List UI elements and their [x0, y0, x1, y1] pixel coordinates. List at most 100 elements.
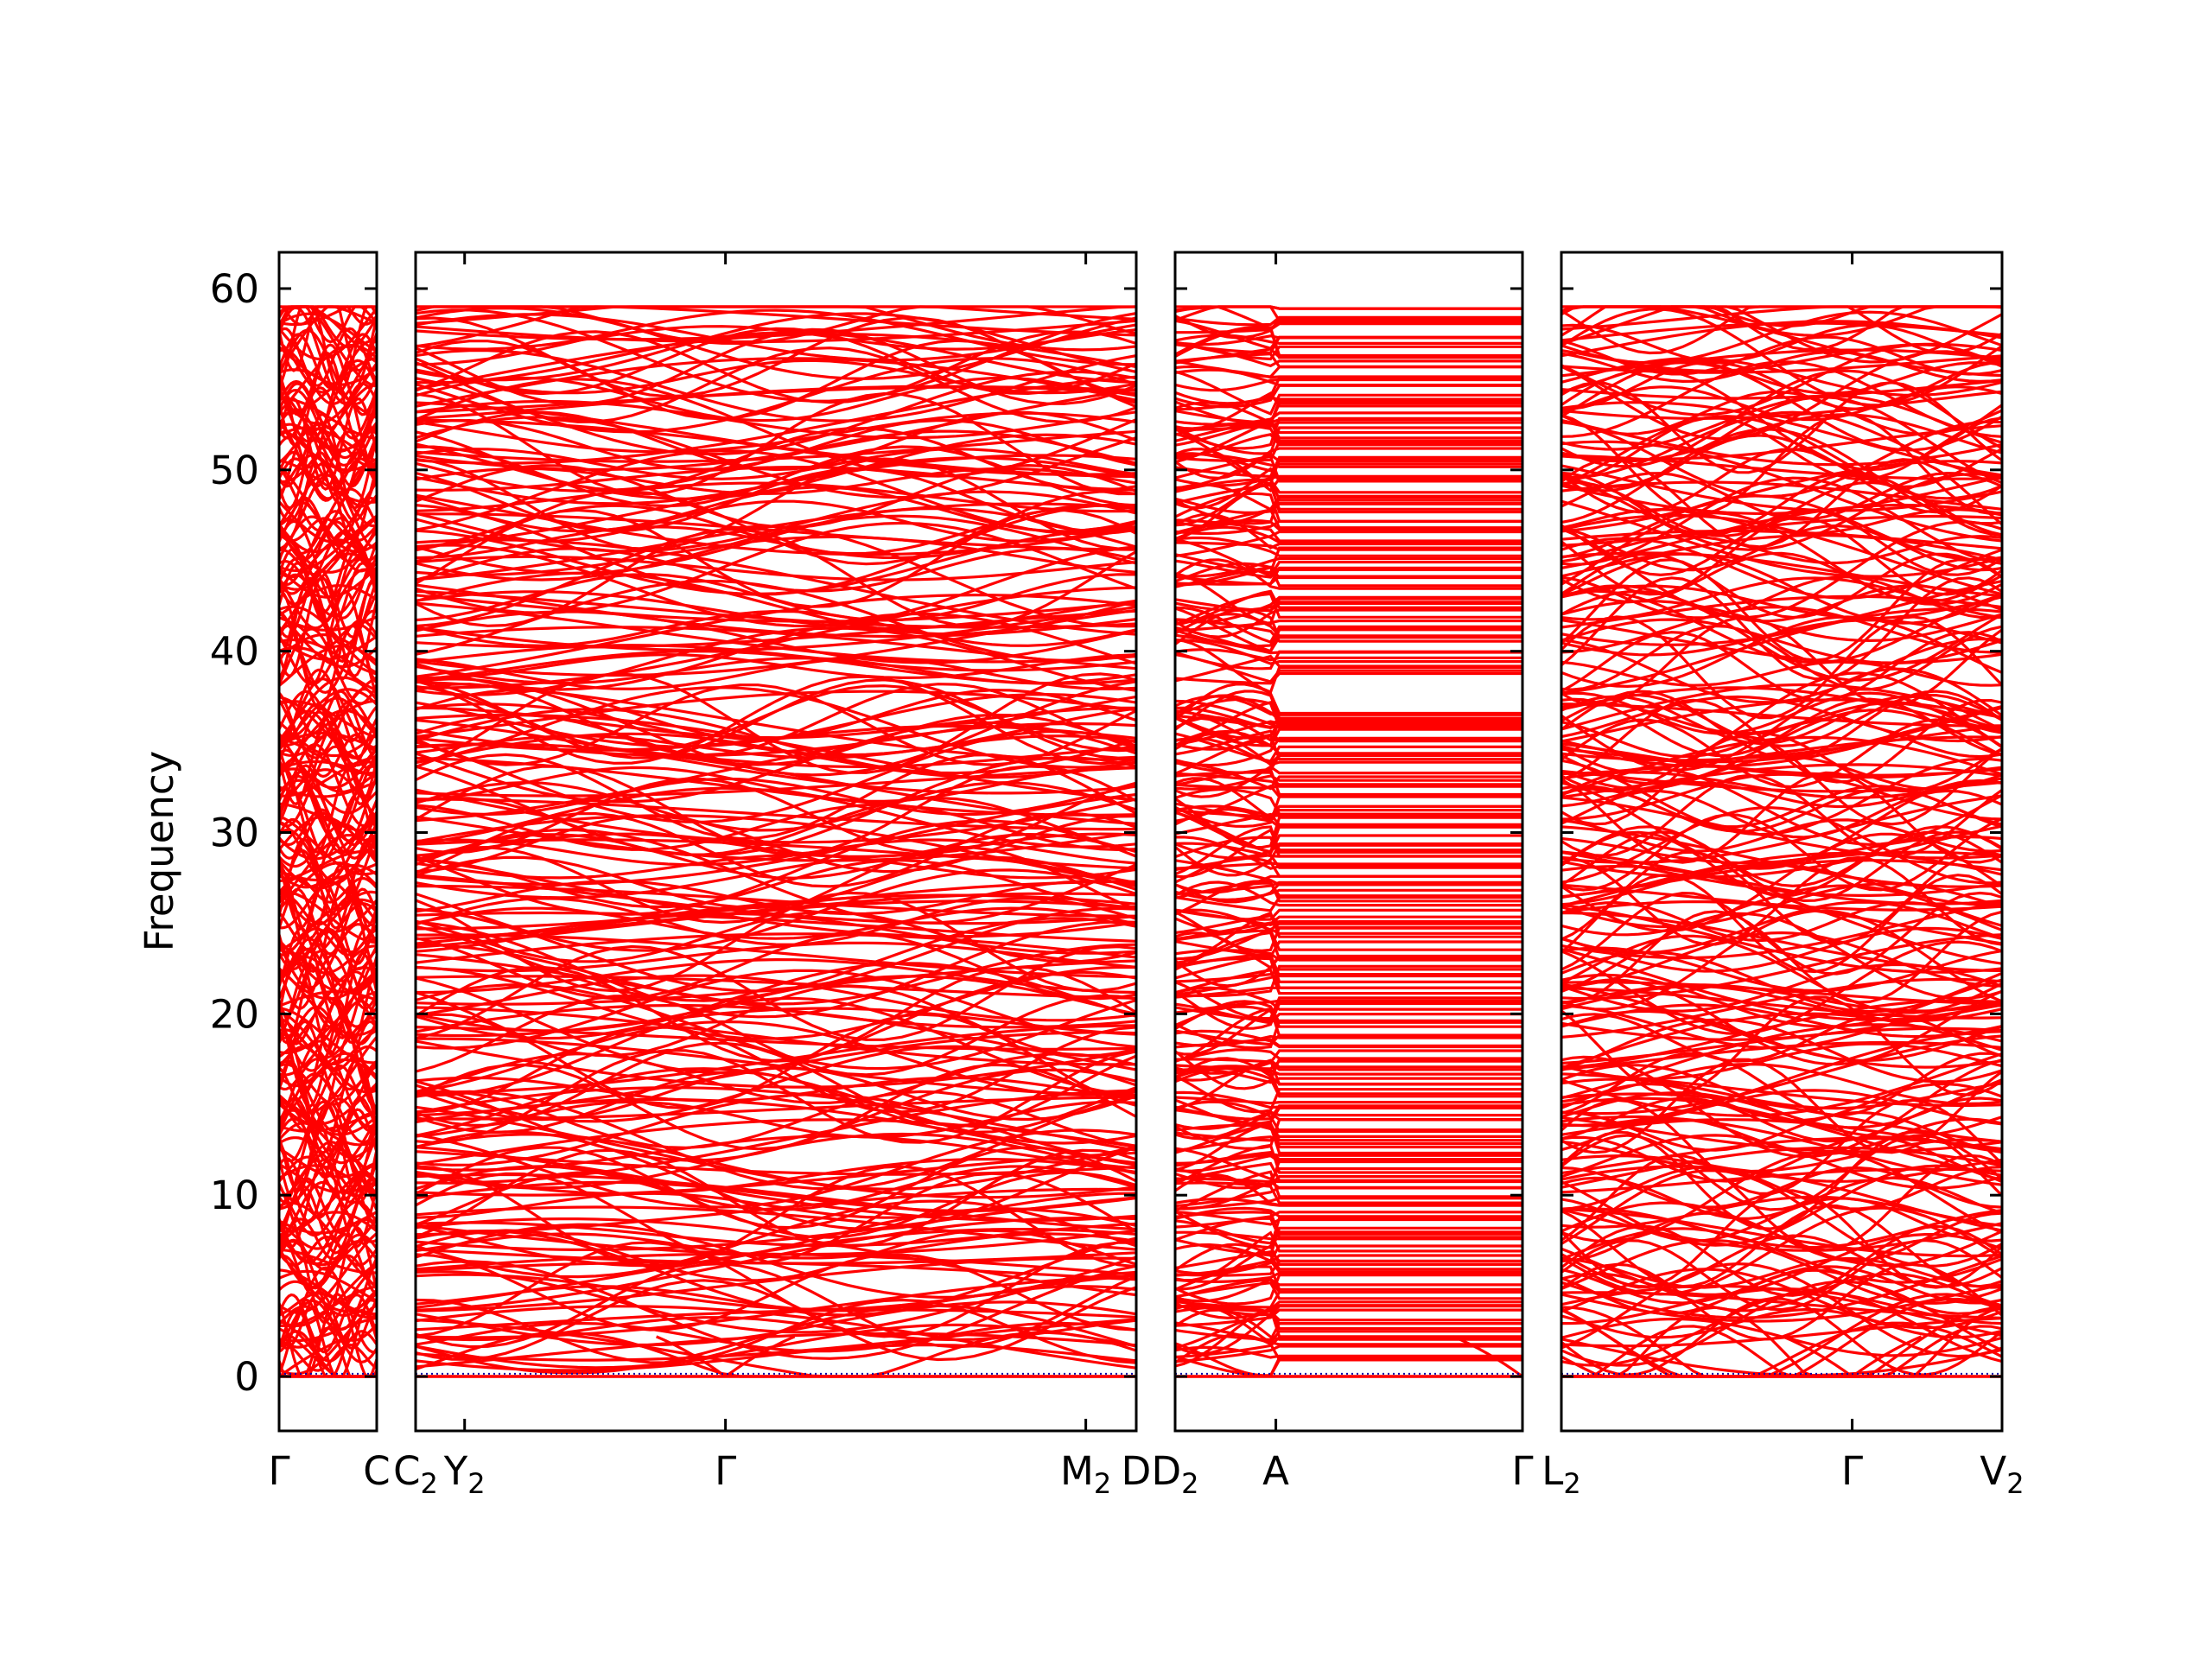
band-line [1175, 881, 1522, 899]
band-line [1561, 1089, 2002, 1128]
band-line [1561, 697, 2002, 757]
band-line [416, 868, 1136, 952]
band-line [1561, 323, 2002, 364]
band-group-panel-4 [1561, 305, 2002, 1378]
band-line [279, 939, 377, 994]
band-line [279, 568, 377, 639]
band-line [1561, 391, 2002, 435]
band-line [1175, 305, 1522, 314]
band-line [416, 941, 1136, 973]
band-group-panel-1 [279, 305, 377, 1378]
band-line [1175, 575, 1522, 586]
band-line [1175, 836, 1522, 870]
band-line [1175, 1049, 1522, 1075]
band-line [279, 1232, 377, 1314]
band-line [416, 766, 1136, 798]
band-line [1175, 589, 1522, 626]
band-line [1175, 842, 1522, 860]
band-line [1175, 1029, 1522, 1046]
band-line [416, 780, 1136, 832]
band-line [1561, 305, 2002, 327]
band-line [416, 528, 1136, 628]
band-line [1561, 785, 2002, 829]
band-line [1561, 494, 2002, 562]
band-line [1561, 1150, 2002, 1243]
panel-frame-4 [1560, 251, 2004, 1433]
band-line [416, 456, 1136, 505]
band-line [416, 308, 1136, 366]
band-line [416, 984, 1136, 1058]
band-line [1561, 934, 2002, 1014]
band-line [279, 894, 377, 926]
band-line [279, 305, 377, 327]
band-line [416, 331, 1136, 385]
band-line [1175, 895, 1522, 912]
band-line [416, 346, 1136, 424]
band-line [1561, 516, 2002, 596]
band-line [416, 897, 1136, 946]
band-line [416, 718, 1136, 795]
band-line [416, 975, 1136, 1000]
band-line [1561, 1146, 2002, 1189]
band-line [416, 606, 1136, 652]
band-line [416, 1321, 1136, 1353]
band-line [1175, 1277, 1522, 1303]
band-line [279, 970, 377, 1049]
band-line [1175, 843, 1522, 877]
band-line [279, 566, 377, 599]
band-line [1175, 626, 1522, 648]
band-line [1175, 772, 1522, 786]
band-line [1175, 1278, 1522, 1299]
band-line [1175, 1065, 1522, 1076]
y-tick-label: 20 [210, 991, 259, 1037]
band-line [279, 802, 377, 833]
band-line [279, 305, 377, 392]
band-line [1561, 637, 2002, 704]
band-line [416, 920, 1136, 1019]
band-line [279, 1117, 377, 1201]
band-line [1561, 412, 2002, 516]
band-line [1561, 448, 2002, 514]
band-line [1561, 1265, 2002, 1305]
band-line [279, 1251, 377, 1313]
band-line [1175, 378, 1522, 392]
band-line [279, 828, 377, 885]
band-line [279, 1036, 377, 1116]
band-line [279, 838, 377, 890]
band-line [416, 357, 1136, 434]
band-line [1175, 695, 1522, 716]
band-line [1175, 421, 1522, 432]
band-line [1561, 576, 2002, 681]
band-line [1561, 381, 2002, 474]
band-line [416, 1135, 1136, 1172]
band-line [1175, 426, 1522, 455]
band-line [1175, 497, 1522, 514]
band-group-panel-3 [1175, 305, 1522, 1378]
acoustic-branch [1452, 1335, 1522, 1378]
band-line [1561, 1238, 2002, 1312]
band-line [416, 359, 1136, 395]
band-line [1175, 416, 1522, 450]
band-line [279, 690, 377, 752]
band-line [416, 448, 1136, 480]
band-line [416, 493, 1136, 556]
band-line [279, 454, 377, 508]
band-line [1561, 1042, 2002, 1081]
band-line [1561, 946, 2002, 993]
band-line [416, 499, 1136, 543]
band-line [416, 853, 1136, 880]
band-line [1175, 1111, 1522, 1141]
band-line [1175, 447, 1522, 480]
band-line [1561, 734, 2002, 826]
band-line [1175, 1128, 1522, 1142]
x-tick-label: Γ [1841, 1448, 1863, 1494]
acoustic-branch [656, 1335, 727, 1378]
band-line [416, 1076, 1136, 1103]
band-line [1175, 592, 1522, 626]
band-line [416, 1224, 1136, 1256]
band-line [416, 656, 1136, 691]
band-line [279, 576, 377, 681]
band-line [279, 562, 377, 633]
band-line [416, 312, 1136, 382]
